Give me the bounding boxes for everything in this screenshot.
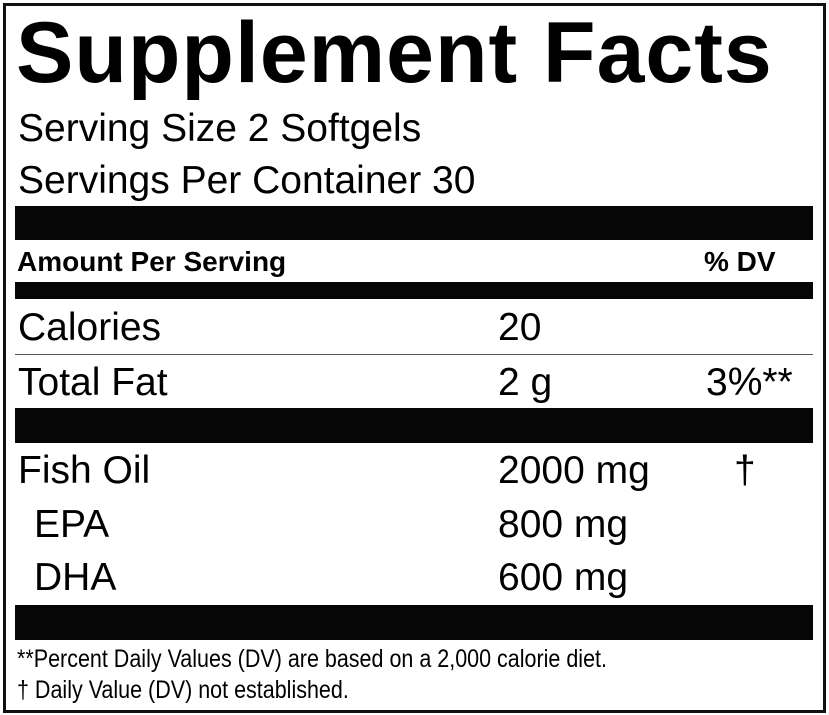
label-frame: [3, 3, 826, 713]
divider-line: [15, 354, 813, 355]
servings-per-container: Servings Per Container 30: [18, 159, 476, 202]
row-amount: 800 mg: [498, 503, 629, 546]
row-dv: 3%**: [706, 361, 793, 404]
footnote-dv: **Percent Daily Values (DV) are based on…: [17, 645, 607, 673]
divider-bar: [15, 206, 813, 240]
label-title: Supplement Facts: [16, 5, 773, 101]
row-name: EPA: [34, 503, 110, 546]
amount-per-serving-header: Amount Per Serving: [17, 246, 287, 277]
serving-size: Serving Size 2 Softgels: [18, 107, 422, 150]
row-name: Calories: [18, 306, 162, 349]
row-name: DHA: [34, 556, 117, 599]
row-amount: 20: [498, 306, 542, 349]
row-amount: 2000 mg: [498, 449, 650, 492]
divider-bar: [15, 408, 813, 443]
dv-header: % DV: [704, 246, 776, 277]
row-name: Fish Oil: [18, 449, 151, 492]
row-amount: 2 g: [498, 361, 553, 404]
row-name: Total Fat: [18, 361, 168, 404]
divider-bar: [15, 282, 813, 299]
divider-bar: [15, 605, 813, 640]
row-amount: 600 mg: [498, 556, 629, 599]
footnote-dagger: † Daily Value (DV) not established.: [17, 676, 349, 704]
row-dv: †: [734, 449, 756, 492]
